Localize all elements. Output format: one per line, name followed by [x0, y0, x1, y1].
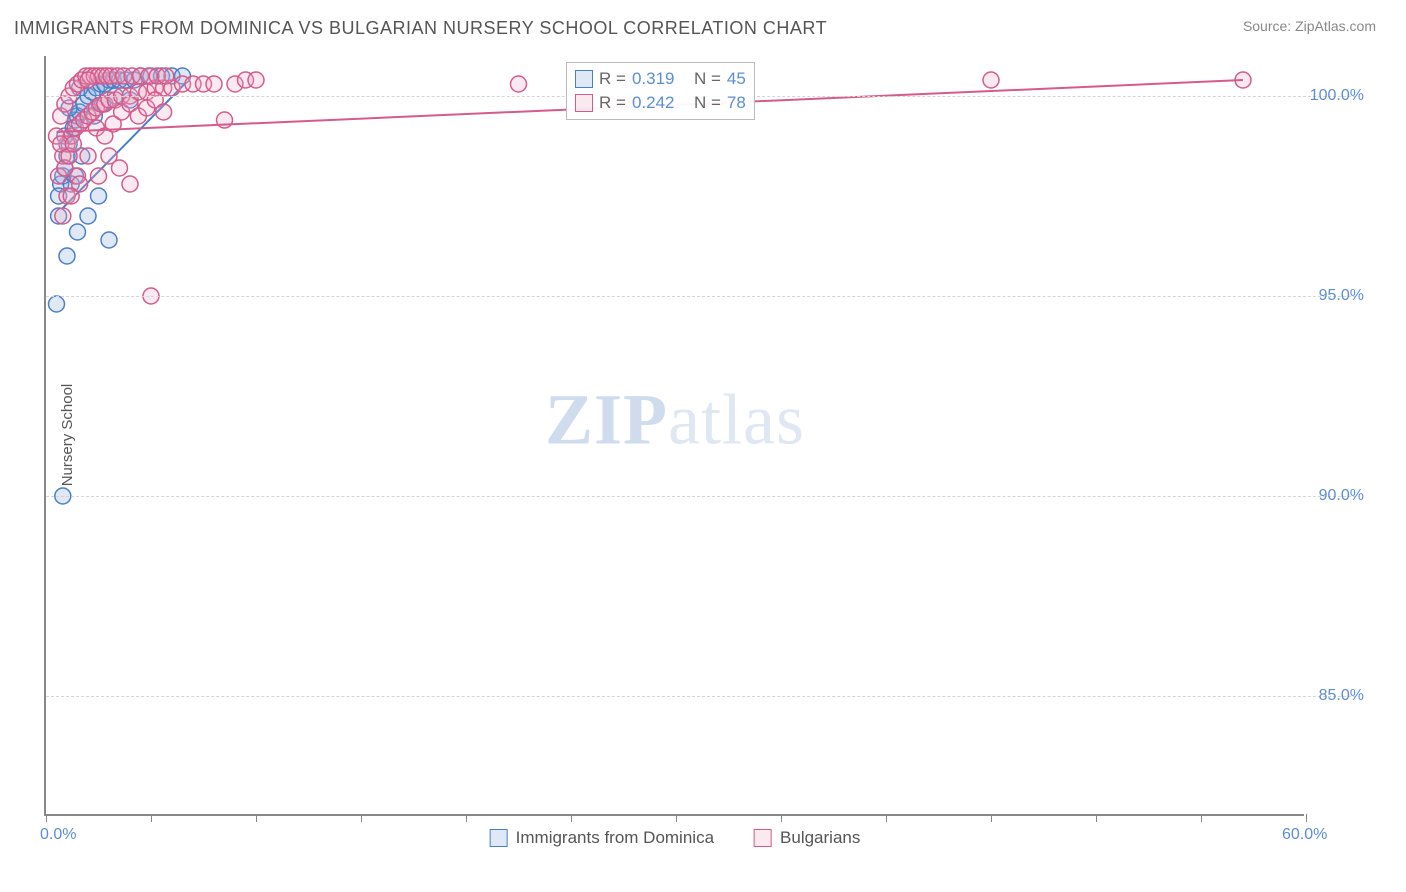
- scatter-point-dominica: [80, 208, 96, 224]
- x-tick: [781, 814, 782, 822]
- r-value: 0.319: [632, 69, 688, 89]
- x-tick: [1096, 814, 1097, 822]
- legend-item-bulgarians: Bulgarians: [754, 828, 860, 848]
- y-axis-label: Nursery School: [59, 384, 76, 487]
- legend-stats-row-bulgarians: R = 0.242 N = 78: [575, 91, 746, 115]
- legend-label-dominica: Immigrants from Dominica: [516, 828, 714, 848]
- scatter-point-bulgarians: [248, 72, 264, 88]
- legend-bottom: Immigrants from Dominica Bulgarians: [490, 828, 861, 848]
- y-tick-label: 95.0%: [1319, 287, 1364, 305]
- chart-title: IMMIGRANTS FROM DOMINICA VS BULGARIAN NU…: [14, 18, 827, 39]
- legend-item-dominica: Immigrants from Dominica: [490, 828, 714, 848]
- y-tick-label: 90.0%: [1319, 487, 1364, 505]
- x-tick: [361, 814, 362, 822]
- x-tick: [151, 814, 152, 822]
- legend-stats-box: R = 0.319 N = 45 R = 0.242 N = 78: [566, 62, 755, 120]
- chart-header: IMMIGRANTS FROM DOMINICA VS BULGARIAN NU…: [0, 0, 1406, 47]
- n-label: N =: [694, 93, 721, 113]
- x-tick: [1306, 814, 1307, 822]
- scatter-point-dominica: [59, 248, 75, 264]
- y-tick-label: 100.0%: [1310, 87, 1364, 105]
- swatch-dominica-bottom: [490, 829, 508, 847]
- r-label: R =: [599, 93, 626, 113]
- gridline-h: [46, 496, 1356, 497]
- n-label: N =: [694, 69, 721, 89]
- scatter-point-bulgarians: [206, 76, 222, 92]
- x-tick: [1201, 814, 1202, 822]
- x-tick: [886, 814, 887, 822]
- scatter-point-bulgarians: [55, 208, 71, 224]
- x-tick: [466, 814, 467, 822]
- x-tick-label: 60.0%: [1282, 826, 1327, 844]
- scatter-point-dominica: [49, 296, 65, 312]
- swatch-dominica: [575, 70, 593, 88]
- chart-container: ZIPatlas Nursery School 85.0%90.0%95.0%1…: [44, 56, 1354, 816]
- x-tick: [256, 814, 257, 822]
- swatch-bulgarians-bottom: [754, 829, 772, 847]
- scatter-point-bulgarians: [65, 136, 81, 152]
- x-tick: [46, 814, 47, 822]
- scatter-point-bulgarians: [122, 176, 138, 192]
- scatter-point-dominica: [70, 224, 86, 240]
- scatter-point-bulgarians: [112, 160, 128, 176]
- swatch-bulgarians: [575, 94, 593, 112]
- scatter-point-bulgarians: [983, 72, 999, 88]
- chart-source: Source: ZipAtlas.com: [1243, 18, 1376, 34]
- x-tick: [676, 814, 677, 822]
- scatter-point-bulgarians: [511, 76, 527, 92]
- scatter-point-bulgarians: [156, 104, 172, 120]
- gridline-h: [46, 296, 1356, 297]
- scatter-point-bulgarians: [158, 68, 174, 84]
- legend-stats-row-dominica: R = 0.319 N = 45: [575, 67, 746, 91]
- scatter-point-bulgarians: [72, 176, 88, 192]
- scatter-point-dominica: [101, 232, 117, 248]
- gridline-h: [46, 696, 1356, 697]
- plot-area: ZIPatlas Nursery School 85.0%90.0%95.0%1…: [44, 56, 1304, 816]
- scatter-point-bulgarians: [91, 168, 107, 184]
- scatter-point-bulgarians: [80, 72, 96, 88]
- scatter-point-dominica: [91, 188, 107, 204]
- y-tick-label: 85.0%: [1319, 687, 1364, 705]
- scatter-svg: [46, 56, 1306, 816]
- x-tick: [571, 814, 572, 822]
- x-tick-label: 0.0%: [40, 826, 76, 844]
- r-value: 0.242: [632, 93, 688, 113]
- n-value: 45: [727, 69, 746, 89]
- x-tick: [991, 814, 992, 822]
- r-label: R =: [599, 69, 626, 89]
- scatter-point-bulgarians: [80, 148, 96, 164]
- legend-label-bulgarians: Bulgarians: [780, 828, 860, 848]
- n-value: 78: [727, 93, 746, 113]
